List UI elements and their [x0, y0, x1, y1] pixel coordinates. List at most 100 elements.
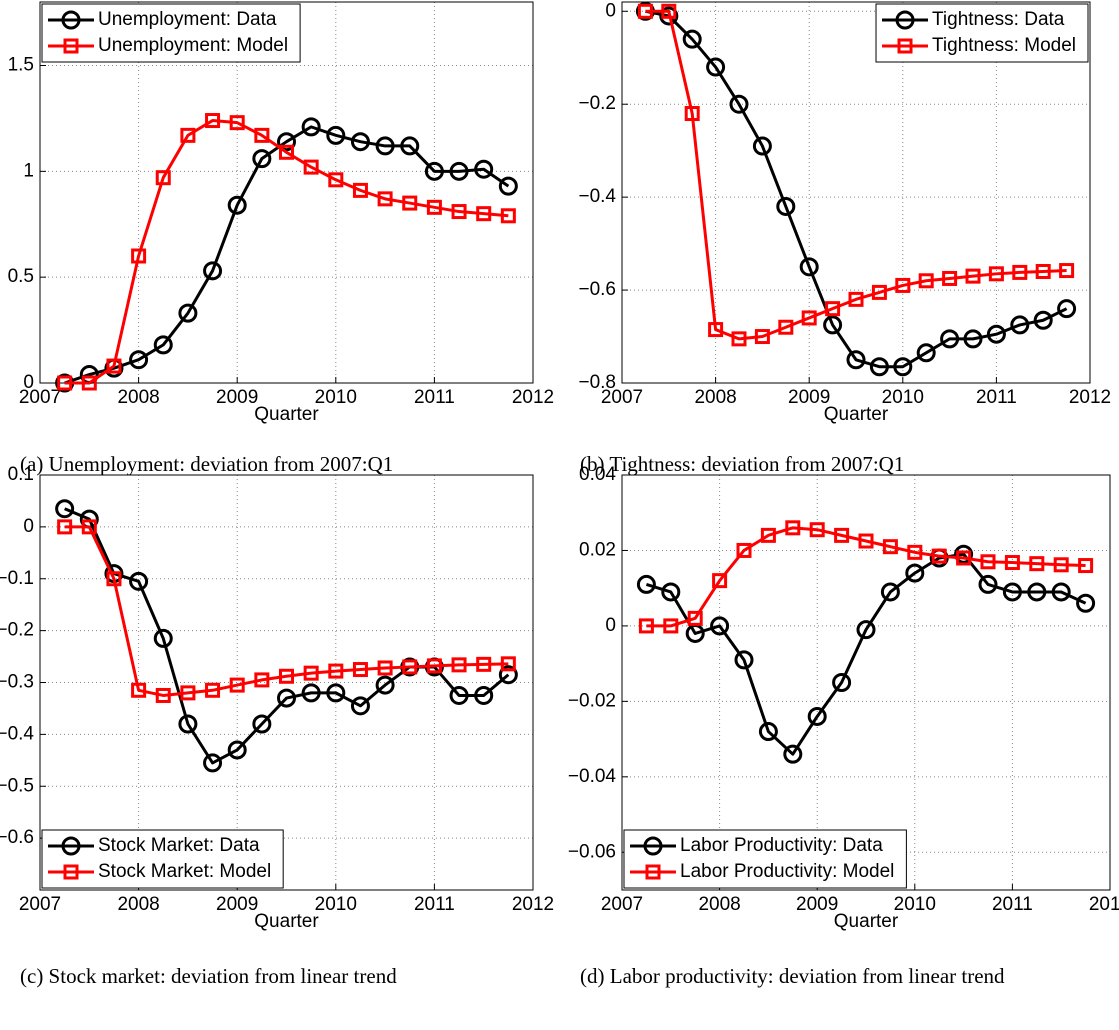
axes-frame [621, 474, 1111, 891]
marker [825, 301, 841, 317]
marker [1002, 582, 1022, 602]
y-tick-label: −0.5 [0, 775, 34, 796]
x-tick-label: 2010 [894, 894, 936, 915]
marker [846, 350, 866, 370]
marker [785, 520, 801, 536]
legend-label: Labor Productivity: Data [680, 835, 883, 856]
x-tick-label: 2008 [117, 387, 159, 408]
x-tick-label: 2010 [315, 894, 357, 915]
marker [799, 257, 819, 277]
marker [81, 519, 97, 535]
marker [636, 574, 656, 594]
y-tick-label: −0.1 [0, 568, 34, 589]
marker [106, 571, 122, 587]
marker [736, 542, 752, 558]
x-tick-label: 2012 [512, 894, 554, 915]
legend-label: Labor Productivity: Model [680, 861, 894, 882]
y-tick-label: 0.04 [579, 464, 616, 485]
legend-box [41, 829, 284, 889]
marker [1035, 263, 1051, 279]
x-tick-label: 2010 [882, 387, 924, 408]
caption: (c) Stock market: deviation from linear … [20, 964, 397, 988]
marker [942, 270, 958, 286]
legend-label: Unemployment: Data [98, 9, 277, 30]
y-tick-label: 0 [605, 615, 616, 636]
marker [449, 161, 469, 181]
marker [776, 196, 796, 216]
marker [55, 499, 75, 519]
marker [180, 127, 196, 143]
marker [954, 544, 974, 564]
marker [227, 740, 247, 760]
marker [377, 660, 393, 676]
marker [856, 620, 876, 640]
marker [963, 329, 983, 349]
x-axis-label: Quarter [254, 404, 319, 425]
legend-marker [61, 836, 81, 856]
marker [731, 331, 747, 347]
subplot: 2007 2008 2009 2010 2011 2012 0.04 0.02 0 −0.02 −0… [568, 464, 1119, 932]
x-tick-label: 2012 [512, 387, 554, 408]
marker [1057, 299, 1077, 319]
x-tick-label: 2011 [992, 894, 1033, 915]
marker [882, 539, 898, 555]
marker [783, 744, 803, 764]
y-tick-label: −0.3 [0, 672, 34, 693]
subplot: 2007 2008 2009 2010 2011 2012 0 −0.2 −0.4 −0.6 −0.… [578, 0, 1111, 425]
marker [500, 656, 516, 672]
marker [203, 261, 223, 281]
y-tick-label: 0.1 [8, 464, 34, 485]
subplot: 2007 2008 2009 2010 2011 2012 0 0.5 1 1.5 Quarter U… [8, 1, 554, 425]
caption: (d) Labor productivity: deviation from l… [580, 964, 1005, 988]
x-tick-label: 2010 [315, 387, 357, 408]
series-line [645, 9, 1068, 369]
marker [1076, 593, 1096, 613]
marker [131, 248, 147, 264]
marker [637, 3, 653, 19]
marker [823, 315, 843, 335]
marker [129, 350, 149, 370]
x-tick-label: 2012 [1069, 387, 1111, 408]
marker [729, 94, 749, 114]
marker [129, 571, 149, 591]
marker [880, 582, 900, 602]
marker [227, 195, 247, 215]
marker [871, 284, 887, 300]
marker [153, 628, 173, 648]
marker [1004, 555, 1020, 571]
legend-marker [895, 10, 915, 30]
legend-box [623, 829, 907, 889]
legend-marker [63, 38, 79, 54]
marker [916, 343, 936, 363]
marker [252, 149, 272, 169]
marker [57, 519, 73, 535]
plot-area [622, 475, 1110, 890]
marker [57, 375, 73, 391]
marker [303, 665, 319, 681]
legend: Stock Market: Data Stock Market: Model [41, 829, 284, 889]
y-tick-label: 0 [23, 516, 34, 537]
marker [682, 29, 702, 49]
marker [684, 106, 700, 122]
marker [476, 656, 492, 672]
marker [277, 688, 296, 708]
series-line [64, 125, 510, 385]
y-tick-label: −0.06 [568, 841, 616, 862]
marker [498, 665, 518, 685]
x-tick-label: 2011 [414, 894, 455, 915]
x-tick-label: 2009 [788, 387, 830, 408]
marker [809, 522, 825, 538]
marker [687, 610, 703, 626]
legend: Labor Productivity: Data Labor Productivi… [623, 829, 907, 889]
marker [965, 268, 981, 284]
y-tick-label: 0.02 [579, 539, 616, 560]
marker [1027, 582, 1047, 602]
marker [205, 682, 221, 698]
marker [301, 117, 321, 137]
y-tick-label: 0 [23, 372, 34, 393]
series-line [64, 525, 509, 697]
x-tick-label: 2011 [976, 387, 1017, 408]
marker [426, 658, 442, 674]
x-axis-label: Quarter [254, 911, 319, 932]
